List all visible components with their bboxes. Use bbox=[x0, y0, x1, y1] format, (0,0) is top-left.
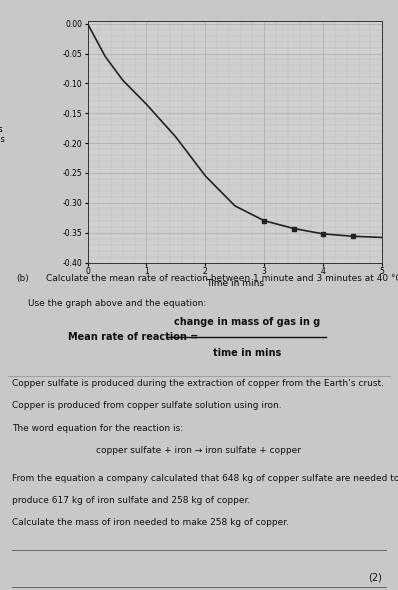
Text: produce 617 kg of iron sulfate and 258 kg of copper.: produce 617 kg of iron sulfate and 258 k… bbox=[12, 496, 250, 504]
Text: Use the graph above and the equation:: Use the graph above and the equation: bbox=[28, 299, 206, 308]
Text: The word equation for the reaction is:: The word equation for the reaction is: bbox=[12, 424, 183, 432]
Text: copper sulfate + iron → iron sulfate + copper: copper sulfate + iron → iron sulfate + c… bbox=[96, 446, 302, 455]
Text: Mean rate of reaction =: Mean rate of reaction = bbox=[68, 333, 198, 342]
Text: Copper is produced from copper sulfate solution using iron.: Copper is produced from copper sulfate s… bbox=[12, 401, 281, 410]
Text: (b): (b) bbox=[16, 274, 29, 283]
Y-axis label: Loss
of mass
in grams: Loss of mass in grams bbox=[0, 114, 5, 145]
X-axis label: Time in mins: Time in mins bbox=[206, 279, 264, 288]
Text: Calculate the mean rate of reaction between 1 minute and 3 minutes at 40 °C: Calculate the mean rate of reaction betw… bbox=[46, 274, 398, 283]
Text: (2): (2) bbox=[368, 573, 382, 583]
Text: Calculate the mass of iron needed to make 258 kg of copper.: Calculate the mass of iron needed to mak… bbox=[12, 518, 289, 527]
Text: change in mass of gas in g: change in mass of gas in g bbox=[174, 317, 320, 327]
Text: time in mins: time in mins bbox=[213, 348, 281, 358]
Text: Copper sulfate is produced during the extraction of copper from the Earth’s crus: Copper sulfate is produced during the ex… bbox=[12, 379, 384, 388]
Text: From the equation a company calculated that 648 kg of copper sulfate are needed : From the equation a company calculated t… bbox=[12, 474, 398, 483]
